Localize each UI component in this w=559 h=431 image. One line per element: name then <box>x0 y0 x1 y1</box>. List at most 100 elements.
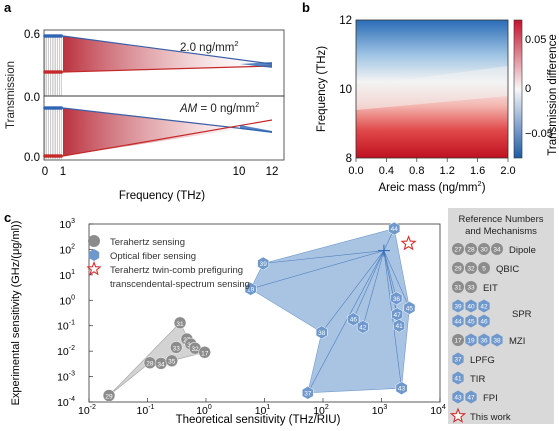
reference-circle-icon <box>465 243 477 255</box>
panel-b-xticks: 0.0 0.4 0.8 1.2 1.6 2.0 <box>348 158 516 177</box>
reference-number: 40 <box>467 304 475 311</box>
subplot-bottom-blue-tip <box>240 125 272 133</box>
panel-b-xtick: 0.4 <box>379 165 394 177</box>
reference-number: 29 <box>454 266 462 273</box>
reference-mechanism: SPR <box>512 309 532 320</box>
optical-fiber-point <box>347 312 360 326</box>
legend-hexagon-icon <box>88 249 100 261</box>
reference-star-icon <box>449 407 467 423</box>
colorbar <box>513 19 523 159</box>
optical-fiber-point <box>393 318 405 333</box>
reference-number: 36 <box>480 338 488 345</box>
colorbar-tick: −0.05 <box>525 128 553 140</box>
reference-mechanism: FPI <box>483 393 498 404</box>
spoke-line <box>383 250 397 299</box>
legend-label: Terahertz sensing <box>110 237 185 248</box>
reference-number: 42 <box>480 304 488 311</box>
optical-fiber-point-label: 47 <box>394 312 402 319</box>
spoke-line <box>321 250 385 333</box>
panel-c-ytick: 10-3 <box>57 371 75 384</box>
reference-mechanism: MZI <box>509 336 525 347</box>
subplot-bottom-frame <box>43 95 285 161</box>
panel-c-ytick: 100 <box>59 294 75 307</box>
optical-fiber-point <box>403 301 416 315</box>
reference-number: 46 <box>480 319 488 326</box>
panel-a-xlabel: Frequency (THz) <box>119 190 205 202</box>
reference-number: 45 <box>467 319 475 326</box>
reference-circle-icon <box>465 281 477 293</box>
reference-number: 17 <box>454 338 462 345</box>
optical-fiber-point-label: 41 <box>395 323 403 330</box>
spoke-line <box>383 250 402 389</box>
reference-number: 30 <box>480 247 488 254</box>
panel-a-subplot-bottom: AM = 0 ng/mm2 <box>43 95 285 161</box>
colorbar-label: Transmission difference <box>547 34 559 155</box>
panel-a-ylabel: Transmission <box>5 61 17 129</box>
reference-number: 19 <box>467 338 475 345</box>
optical-fiber-point-label: 36 <box>393 296 401 303</box>
panel-a-subplot-top: 2.0 ng/mm2 <box>43 29 285 97</box>
terahertz-point <box>198 346 211 359</box>
reference-circle-icon <box>465 262 477 274</box>
reference-number: 44 <box>454 319 462 326</box>
optical-fiber-point <box>244 282 257 296</box>
reference-number: 43 <box>454 395 462 402</box>
reference-rows: 27 28 30 34 Dipole 29 32 5 QBIC 31 33 EIT 39 40 42 44 45… <box>449 243 536 423</box>
panel-a-xtick: 10 <box>233 166 246 178</box>
legend-circle-icon <box>88 235 100 247</box>
terahertz-point-label: 32 <box>191 346 199 353</box>
panel-a-xtick: 12 <box>266 166 279 178</box>
optical-fiber-point-label: 37 <box>304 390 312 397</box>
panel-c-ytick: 10-1 <box>57 320 75 333</box>
optical-fiber-point-label: 43 <box>398 386 406 393</box>
terahertz-point <box>165 354 179 367</box>
terahertz-point-label: 28 <box>146 361 154 368</box>
comb-red-point <box>59 70 63 74</box>
optical-fiber-point-label: 19 <box>247 286 255 293</box>
panel-label-b: b <box>302 0 310 15</box>
legend-star-icon <box>86 260 102 276</box>
panel-b-ytick: 12 <box>339 15 352 27</box>
terahertz-point-label: 17 <box>201 350 209 357</box>
colorbar-tick: 0.05 <box>525 34 546 46</box>
panel-label-c: c <box>4 210 11 225</box>
panel-c-xtick: 10-1 <box>137 404 155 417</box>
panel-b-xtick: 1.6 <box>470 165 485 177</box>
comb-blue-point <box>59 106 63 110</box>
reference-hexagon-icon <box>465 333 477 347</box>
panel-label-a: a <box>4 0 12 15</box>
panel-b-ylabel: Frequency (THz) <box>316 46 328 132</box>
reference-number: 31 <box>454 285 462 292</box>
panel-c-points: 2928343531332730321719393738464244364741… <box>102 221 417 402</box>
subplot-top-label: 2.0 ng/mm2 <box>180 39 239 54</box>
panel-c-yticks: 103 102 101 100 10-1 10-2 10-3 10-4 <box>57 218 93 409</box>
terahertz-point <box>169 341 183 354</box>
reference-circle-icon <box>491 243 503 255</box>
reference-hexagon-icon <box>452 314 464 328</box>
panel-b-ytick: 10 <box>339 84 352 96</box>
subplot-top-red-wedge <box>63 36 272 72</box>
panel-c-ytick: 103 <box>59 218 75 231</box>
optical-fiber-point-label: 44 <box>391 226 399 233</box>
reference-circle-icon <box>452 262 464 274</box>
reference-circle-icon <box>452 334 464 346</box>
reference-hexagon-icon <box>465 314 477 328</box>
reference-number: 41 <box>454 376 462 383</box>
panel-c-xtick: 10-2 <box>78 404 96 417</box>
reference-number: 5 <box>482 266 486 273</box>
reference-number: 39 <box>454 304 462 311</box>
subplot-bottom-comb <box>43 106 63 160</box>
optical-fiber-point-label: 46 <box>350 317 358 324</box>
reference-hexagon-icon <box>465 390 477 404</box>
optical-fiber-point <box>315 325 328 340</box>
panel-a-ytick: 0.0 <box>24 92 40 104</box>
panel-c-ytick: 102 <box>59 243 75 256</box>
reference-hexagon-icon <box>478 333 490 347</box>
optical-fiber-point <box>356 320 369 334</box>
subplot-bottom-label: AM = 0 ng/mm2 <box>179 100 259 115</box>
heatmap-frame <box>355 19 509 159</box>
reference-mechanism: QBIC <box>496 264 519 275</box>
reference-hexagon-icon <box>452 299 464 313</box>
reference-mechanism: EIT <box>483 283 498 294</box>
